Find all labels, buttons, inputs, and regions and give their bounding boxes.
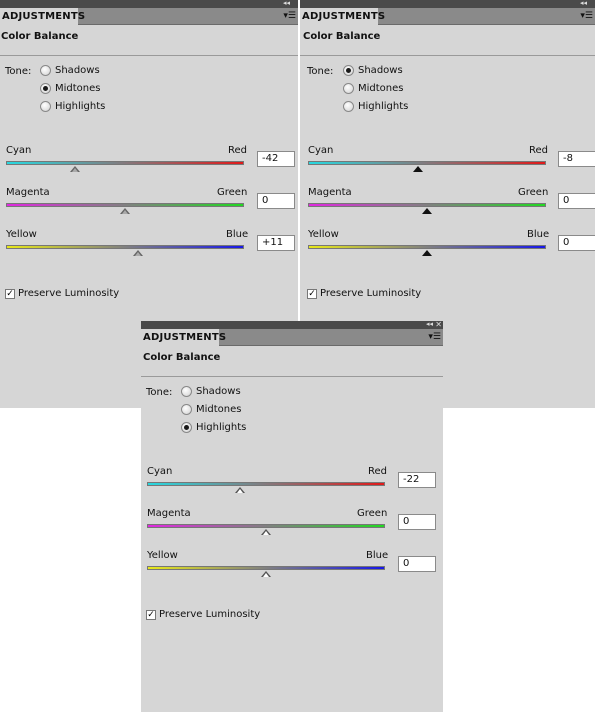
slider-label-red: Red — [368, 466, 387, 477]
tone-radio-midtones[interactable]: Midtones — [40, 83, 101, 94]
tab-strip: ADJUSTMENTS ▾☰ — [300, 8, 595, 25]
slider-label-magenta: Magenta — [147, 508, 191, 519]
radio-label: Highlights — [358, 101, 409, 112]
slider-label-blue: Blue — [226, 229, 249, 240]
magenta-green-value-field[interactable]: 0 — [257, 193, 295, 209]
yellow-blue-slider-track[interactable] — [308, 245, 546, 249]
yellow-blue-value-field[interactable]: 0 — [558, 235, 595, 251]
close-icon[interactable]: ✕ — [435, 320, 442, 329]
slider-label-yellow: Yellow — [147, 550, 178, 561]
panel-titlebar[interactable]: ◂◂ — [0, 0, 298, 8]
radio-button[interactable] — [181, 386, 192, 397]
radio-button[interactable] — [40, 101, 51, 112]
checkbox[interactable]: ✓ — [5, 288, 15, 299]
tone-radio-midtones[interactable]: Midtones — [343, 83, 404, 94]
radio-label: Midtones — [196, 404, 242, 415]
slider-label-green: Green — [518, 187, 549, 198]
cyan-red-value-field[interactable]: -8 — [558, 151, 595, 167]
slider-label-cyan: Cyan — [6, 145, 32, 156]
radio-label: Shadows — [55, 65, 100, 76]
tone-radio-midtones[interactable]: Midtones — [181, 404, 242, 415]
double-chevron-icon[interactable]: ◂◂ — [282, 0, 290, 7]
radio-button[interactable] — [181, 404, 192, 415]
checkbox-label: Preserve Luminosity — [159, 609, 261, 620]
radio-button[interactable] — [343, 83, 354, 94]
tone-label: Tone: — [5, 66, 32, 77]
cyan-red-slider-track[interactable] — [147, 482, 385, 486]
yellow-blue-slider-track[interactable] — [147, 566, 385, 570]
tone-radio-shadows[interactable]: Shadows — [343, 65, 403, 76]
tone-radio-shadows[interactable]: Shadows — [181, 386, 241, 397]
cyan-red-slider-track[interactable] — [308, 161, 546, 165]
tone-radio-highlights[interactable]: Highlights — [40, 101, 105, 112]
slider-label-yellow: Yellow — [308, 229, 339, 240]
preserve-luminosity[interactable]: ✓ Preserve Luminosity — [5, 288, 119, 299]
slider-label-cyan: Cyan — [308, 145, 334, 156]
slider-label-red: Red — [529, 145, 548, 156]
slider-label-yellow: Yellow — [6, 229, 37, 240]
radio-button[interactable] — [40, 83, 51, 94]
magenta-green-slider-track[interactable] — [6, 203, 244, 207]
slider-label-cyan: Cyan — [147, 466, 173, 477]
tab-adjustments[interactable]: ADJUSTMENTS — [141, 329, 226, 346]
radio-label: Midtones — [358, 83, 404, 94]
divider — [0, 55, 298, 56]
panel-menu-icon[interactable]: ▾☰ — [580, 11, 593, 21]
slider-label-green: Green — [357, 508, 388, 519]
slider-label-green: Green — [217, 187, 248, 198]
tone-radio-highlights[interactable]: Highlights — [343, 101, 408, 112]
double-chevron-icon[interactable]: ◂◂ — [579, 0, 587, 7]
preserve-luminosity[interactable]: ✓ Preserve Luminosity — [146, 609, 260, 620]
cyan-red-slider-track[interactable] — [6, 161, 244, 165]
slider-label-magenta: Magenta — [308, 187, 352, 198]
magenta-green-slider-track[interactable] — [308, 203, 546, 207]
radio-button[interactable] — [343, 65, 354, 76]
tone-label: Tone: — [146, 387, 173, 398]
radio-button[interactable] — [343, 101, 354, 112]
slider-label-red: Red — [228, 145, 247, 156]
tab-adjustments[interactable]: ADJUSTMENTS — [0, 8, 85, 25]
double-chevron-icon[interactable]: ◂◂ — [425, 320, 433, 328]
checkbox-label: Preserve Luminosity — [320, 288, 422, 299]
panel-menu-icon[interactable]: ▾☰ — [428, 332, 441, 342]
yellow-blue-value-field[interactable]: +11 — [257, 235, 295, 251]
checkbox-label: Preserve Luminosity — [18, 288, 120, 299]
panel-title: Color Balance — [1, 31, 79, 42]
radio-label: Shadows — [196, 386, 241, 397]
tone-radio-highlights[interactable]: Highlights — [181, 422, 246, 433]
color-balance-panel-3: ◂◂ ✕ ADJUSTMENTS ▾☰ Color Balance Tone: … — [141, 320, 443, 712]
magenta-green-slider-track[interactable] — [147, 524, 385, 528]
yellow-blue-value-field[interactable]: 0 — [398, 556, 436, 572]
slider-label-blue: Blue — [366, 550, 389, 561]
radio-label: Shadows — [358, 65, 403, 76]
panel-title: Color Balance — [303, 31, 381, 42]
radio-label: Midtones — [55, 83, 101, 94]
magenta-green-value-field[interactable]: 0 — [558, 193, 595, 209]
magenta-green-value-field[interactable]: 0 — [398, 514, 436, 530]
tab-strip: ADJUSTMENTS ▾☰ — [0, 8, 298, 25]
tone-label: Tone: — [307, 66, 334, 77]
panel-title: Color Balance — [143, 352, 221, 363]
checkbox[interactable]: ✓ — [146, 609, 156, 620]
radio-label: Highlights — [55, 101, 106, 112]
tab-strip: ADJUSTMENTS ▾☰ — [141, 329, 443, 346]
panel-titlebar[interactable]: ◂◂ ✕ — [141, 320, 443, 329]
panel-menu-icon[interactable]: ▾☰ — [283, 11, 296, 21]
panel-titlebar[interactable]: ◂◂ — [300, 0, 595, 8]
tab-adjustments[interactable]: ADJUSTMENTS — [300, 8, 385, 25]
yellow-blue-slider-track[interactable] — [6, 245, 244, 249]
cyan-red-value-field[interactable]: -22 — [398, 472, 436, 488]
divider — [141, 376, 443, 377]
radio-button[interactable] — [181, 422, 192, 433]
divider — [300, 55, 595, 56]
slider-label-magenta: Magenta — [6, 187, 50, 198]
slider-label-blue: Blue — [527, 229, 550, 240]
radio-label: Highlights — [196, 422, 247, 433]
preserve-luminosity[interactable]: ✓ Preserve Luminosity — [307, 288, 421, 299]
cyan-red-value-field[interactable]: -42 — [257, 151, 295, 167]
checkbox[interactable]: ✓ — [307, 288, 317, 299]
tone-radio-shadows[interactable]: Shadows — [40, 65, 100, 76]
radio-button[interactable] — [40, 65, 51, 76]
